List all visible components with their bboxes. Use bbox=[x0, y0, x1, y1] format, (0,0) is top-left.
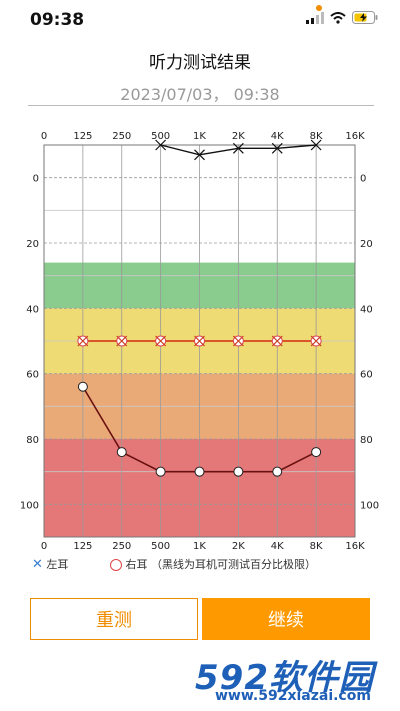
limit-point bbox=[155, 139, 167, 151]
legend-right-ear-label: 右耳 bbox=[125, 558, 148, 571]
y-tick-label-left: 0 bbox=[33, 174, 39, 185]
legend-left-ear: ✕ 左耳 bbox=[32, 556, 68, 572]
x-tick-label-bottom: 2K bbox=[232, 541, 245, 552]
audiogram-chart: 0 0 125 125 250 250 500 500 1K 1K 2K 2K 4K 4K 8K 8K 16K 1… bbox=[20, 131, 379, 552]
status-bar: 09:38 bbox=[0, 0, 400, 40]
x-tick-label-top: 4K bbox=[271, 131, 284, 142]
limit-point bbox=[194, 149, 205, 161]
x-tick-label-bottom: 4K bbox=[271, 541, 284, 552]
divider bbox=[28, 105, 374, 106]
x-tick-label-top: 500 bbox=[151, 131, 170, 142]
x-tick-label-bottom: 8K bbox=[310, 541, 323, 552]
x-tick-label-bottom: 0 bbox=[41, 541, 47, 552]
x-tick-label-bottom: 1K bbox=[193, 541, 206, 552]
x-tick-label-top: 16K bbox=[345, 131, 365, 142]
y-tick-label-left: 80 bbox=[26, 435, 39, 446]
continue-button[interactable]: 继续 bbox=[202, 598, 370, 640]
legend-left-ear-label: 左耳 bbox=[46, 558, 69, 571]
y-tick-label-right: 40 bbox=[360, 304, 373, 315]
y-tick-label-right: 80 bbox=[360, 435, 373, 446]
y-tick-label-left: 40 bbox=[26, 304, 39, 315]
wifi-icon bbox=[330, 11, 346, 24]
left-ear-point bbox=[271, 335, 283, 347]
right-ear-point bbox=[155, 466, 166, 477]
retest-button[interactable]: 重测 bbox=[30, 598, 198, 640]
limit-point bbox=[310, 139, 322, 151]
x-tick-label-top: 250 bbox=[112, 131, 131, 142]
x-tick-label-bottom: 16K bbox=[345, 541, 365, 552]
y-tick-label-left: 60 bbox=[26, 370, 39, 381]
x-marker-icon: ✕ bbox=[32, 557, 43, 572]
circle-marker-icon bbox=[110, 559, 122, 571]
status-time: 09:38 bbox=[30, 10, 85, 30]
legend-right-ear: 右耳 （黑线为耳机可测试百分比极限） bbox=[110, 556, 316, 572]
left-ear-point bbox=[155, 335, 167, 347]
watermark-url: www.592xiazai.com bbox=[215, 688, 371, 704]
left-ear-point bbox=[310, 335, 322, 347]
right-ear-point bbox=[116, 447, 127, 458]
x-tick-label-top: 8K bbox=[310, 131, 323, 142]
watermark: 592软件园 www.592xiazai.com bbox=[195, 650, 400, 711]
x-tick-label-bottom: 125 bbox=[73, 541, 92, 552]
left-ear-point bbox=[77, 335, 89, 347]
limit-point bbox=[232, 142, 244, 154]
left-ear-point bbox=[116, 335, 128, 347]
page-title: 听力测试结果 bbox=[149, 53, 251, 73]
y-tick-label-right: 100 bbox=[360, 500, 379, 511]
x-tick-label-bottom: 250 bbox=[112, 541, 131, 552]
recording-dot-icon bbox=[316, 5, 322, 11]
test-datetime: 2023/07/03， 09:38 bbox=[120, 85, 280, 104]
left-ear-point bbox=[194, 335, 205, 347]
limit-point bbox=[271, 142, 283, 154]
y-tick-label-left: 100 bbox=[20, 500, 39, 511]
right-ear-point bbox=[311, 447, 322, 458]
x-tick-label-top: 2K bbox=[232, 131, 245, 142]
y-tick-label-right: 0 bbox=[360, 174, 366, 185]
plot-frame bbox=[43, 144, 356, 538]
watermark-logo: 592软件园 bbox=[195, 658, 374, 698]
right-ear-point bbox=[233, 466, 244, 477]
x-tick-label-top: 1K bbox=[193, 131, 206, 142]
right-ear-point bbox=[272, 466, 283, 477]
y-tick-label-right: 20 bbox=[360, 239, 373, 250]
right-ear-point bbox=[194, 466, 205, 477]
y-tick-label-left: 20 bbox=[26, 239, 39, 250]
right-ear-point bbox=[77, 381, 88, 392]
legend-note: （黑线为耳机可测试百分比极限） bbox=[151, 558, 316, 571]
x-tick-label-bottom: 500 bbox=[151, 541, 170, 552]
battery-charging-icon bbox=[352, 11, 378, 24]
x-tick-label-top: 125 bbox=[73, 131, 92, 142]
x-tick-label-top: 0 bbox=[41, 131, 47, 142]
y-tick-label-right: 60 bbox=[360, 370, 373, 381]
signal-icon bbox=[306, 11, 324, 24]
left-ear-point bbox=[232, 335, 244, 347]
